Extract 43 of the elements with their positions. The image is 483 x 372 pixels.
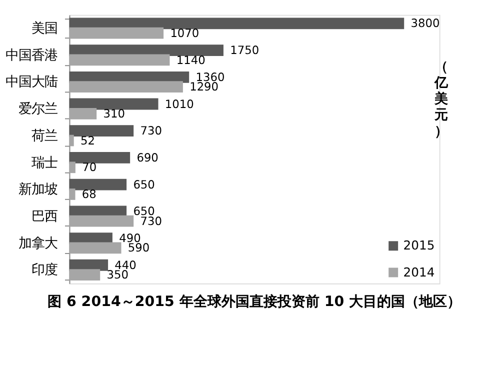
bar	[69, 125, 134, 137]
bar	[69, 242, 122, 254]
data-label: 68	[82, 187, 96, 202]
bar	[69, 98, 158, 110]
data-label: 1010	[164, 96, 194, 111]
bar	[69, 134, 74, 146]
y-tick-label: 中国大陆	[5, 75, 58, 90]
y-tick-label: 中国香港	[5, 48, 58, 64]
y-tick-label: 印度	[31, 262, 58, 278]
data-label: 1070	[170, 26, 200, 40]
bar	[69, 81, 183, 93]
data-label: 690	[136, 150, 158, 164]
bar	[69, 44, 224, 56]
text: 图 6 2014～2015 年全球外国直接投资前 10 大目的国（地区）	[48, 293, 462, 310]
data-label: 1750	[230, 43, 260, 58]
bar	[69, 215, 134, 227]
bar	[69, 178, 127, 190]
y-tick-label: 美国	[31, 20, 58, 37]
data-label: 1140	[176, 52, 206, 67]
bar	[69, 54, 170, 66]
bar	[69, 152, 130, 164]
y-axis-title: （亿美元）	[434, 60, 449, 140]
data-label: 310	[103, 106, 125, 120]
bar	[69, 108, 97, 120]
y-tick-label: 加拿大	[18, 236, 58, 252]
data-label: 3800	[410, 16, 440, 30]
bar	[69, 269, 100, 280]
bar	[69, 27, 164, 39]
legend-label: 2014	[403, 265, 435, 280]
data-label: 70	[82, 160, 97, 174]
y-tick-label: 荷兰	[31, 128, 58, 144]
bar	[69, 188, 76, 200]
y-tick-label: 巴西	[31, 210, 58, 225]
y-tick-label: 爱尔兰	[18, 102, 58, 118]
y-tick-label: 新加坡	[18, 182, 58, 198]
data-label: 730	[140, 124, 162, 138]
data-label: 350	[106, 268, 128, 282]
bar	[69, 162, 76, 174]
y-tick-label: 瑞士	[31, 156, 58, 171]
bar	[69, 18, 404, 30]
data-label: 650	[133, 177, 155, 192]
legend-label: 2015	[403, 238, 435, 253]
data-label: 52	[80, 133, 95, 148]
